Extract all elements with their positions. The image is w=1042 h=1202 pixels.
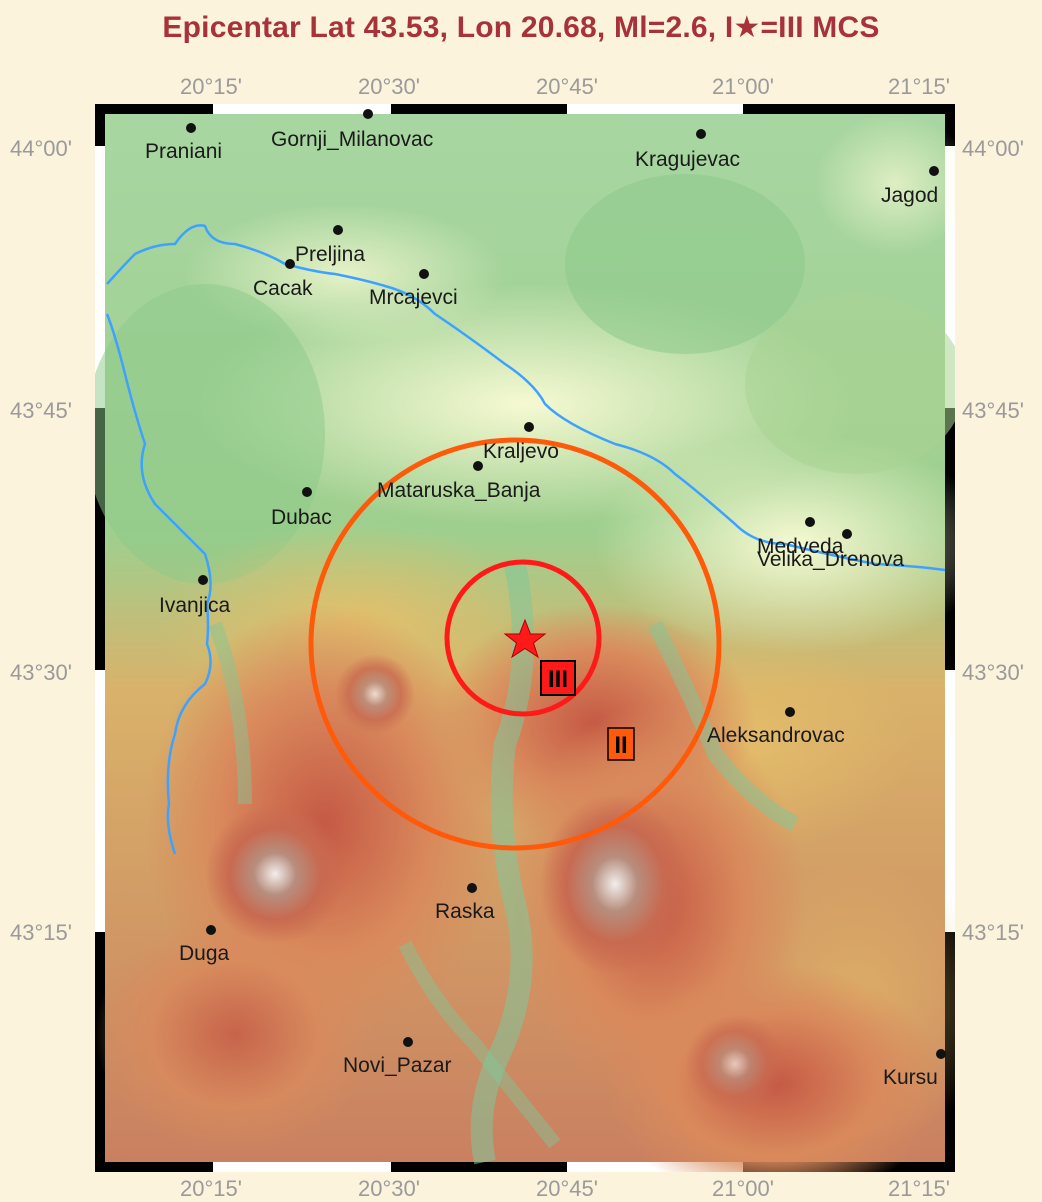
lon-label-top-3: 20°45': [536, 74, 598, 99]
rivers: [105, 224, 946, 855]
intensity-box-outer: II: [607, 727, 635, 761]
lon-label-top-1: 20°15': [180, 74, 242, 99]
city-dubac: Dubac: [271, 487, 332, 529]
svg-text:Mataruska_Banja: Mataruska_Banja: [377, 479, 541, 502]
svg-text:Kursu: Kursu: [883, 1066, 938, 1089]
svg-text:Novi_Pazar: Novi_Pazar: [343, 1054, 452, 1077]
svg-text:Ivanjica: Ivanjica: [159, 594, 231, 617]
lon-label-top-2: 20°30': [358, 74, 420, 99]
city-novi-pazar: Novi_Pazar: [343, 1037, 452, 1077]
svg-text:Gornji_Milanovac: Gornji_Milanovac: [271, 128, 433, 151]
svg-text:Aleksandrovac: Aleksandrovac: [707, 724, 845, 747]
river-zapadna-morava: [106, 224, 946, 572]
city-duga: Duga: [179, 925, 230, 965]
city-cacak: Cacak: [253, 259, 313, 300]
intensity-label-inner: III: [548, 666, 568, 693]
city-kraljevo: Kraljevo: [483, 422, 559, 463]
lon-label-bottom-1: 20°15': [180, 1176, 242, 1201]
lon-label-bottom-3: 20°45': [536, 1176, 598, 1201]
intensity-label-outer: II: [614, 732, 627, 759]
city-krusevac: Kursu: [883, 1049, 946, 1089]
intensity-ring-outer: [308, 437, 722, 851]
svg-text:Jagod: Jagod: [881, 184, 938, 207]
city-velika-drenova: Velika_Drenova: [757, 529, 904, 571]
svg-text:Kraljevo: Kraljevo: [483, 440, 559, 463]
intensity-ring-inner: [444, 559, 602, 717]
map-frame: III II Praniani Gornji_Milanovac Kraguje…: [95, 104, 955, 1172]
svg-text:Medveda: Medveda: [757, 535, 844, 558]
city-praniani: Praniani: [145, 123, 222, 163]
lon-label-bottom-5: 21°15': [888, 1176, 950, 1201]
svg-text:Mrcajevci: Mrcajevci: [369, 286, 458, 309]
epicenter-star: [503, 618, 547, 659]
intensity-box-inner: III: [540, 660, 576, 696]
lat-label-right-2: 43°45': [962, 398, 1024, 423]
lon-label-bottom-4: 21°00': [712, 1176, 774, 1201]
city-gornji-milanovac: Gornji_Milanovac: [271, 109, 433, 151]
lat-label-right-4: 43°15': [962, 920, 1024, 945]
lat-label-left-3: 43°30': [10, 660, 72, 685]
lon-label-top-4: 21°00': [712, 74, 774, 99]
svg-text:Cacak: Cacak: [253, 277, 313, 300]
svg-text:Kragujevac: Kragujevac: [635, 148, 740, 171]
city-ivanjica: Ivanjica: [159, 575, 231, 617]
city-mrcajevci: Mrcajevci: [369, 269, 458, 309]
svg-text:Velika_Drenova: Velika_Drenova: [757, 548, 904, 571]
lon-label-bottom-2: 20°30': [358, 1176, 420, 1201]
city-preljina: Preljina: [295, 225, 365, 266]
lat-label-left-2: 43°45': [10, 398, 72, 423]
city-jagodina: Jagod: [881, 166, 939, 207]
lat-label-left-1: 44°00': [10, 136, 72, 161]
terrain: [95, 114, 955, 1172]
svg-text:Praniani: Praniani: [145, 140, 222, 163]
lon-label-top-5: 21°15': [888, 74, 950, 99]
river-ibar: [105, 313, 212, 855]
city-mataruska-banja: Mataruska_Banja: [377, 461, 541, 502]
lat-label-left-4: 43°15': [10, 920, 72, 945]
lat-label-right-3: 43°30': [962, 660, 1024, 685]
city-raska: Raska: [435, 883, 495, 923]
svg-text:Duga: Duga: [179, 942, 230, 965]
map-title: Epicentar Lat 43.53, Lon 20.68, Ml=2.6, …: [162, 11, 880, 44]
city-kragujevac: Kragujevac: [635, 129, 740, 171]
lat-label-right-1: 44°00': [962, 136, 1024, 161]
cities: Praniani Gornji_Milanovac Kragujevac Jag…: [145, 109, 946, 1089]
svg-text:Dubac: Dubac: [271, 506, 332, 529]
city-aleksandrovac: Aleksandrovac: [707, 707, 845, 747]
city-medveda: Medveda: [757, 517, 844, 558]
svg-text:Raska: Raska: [435, 900, 495, 923]
svg-text:Preljina: Preljina: [295, 243, 365, 266]
